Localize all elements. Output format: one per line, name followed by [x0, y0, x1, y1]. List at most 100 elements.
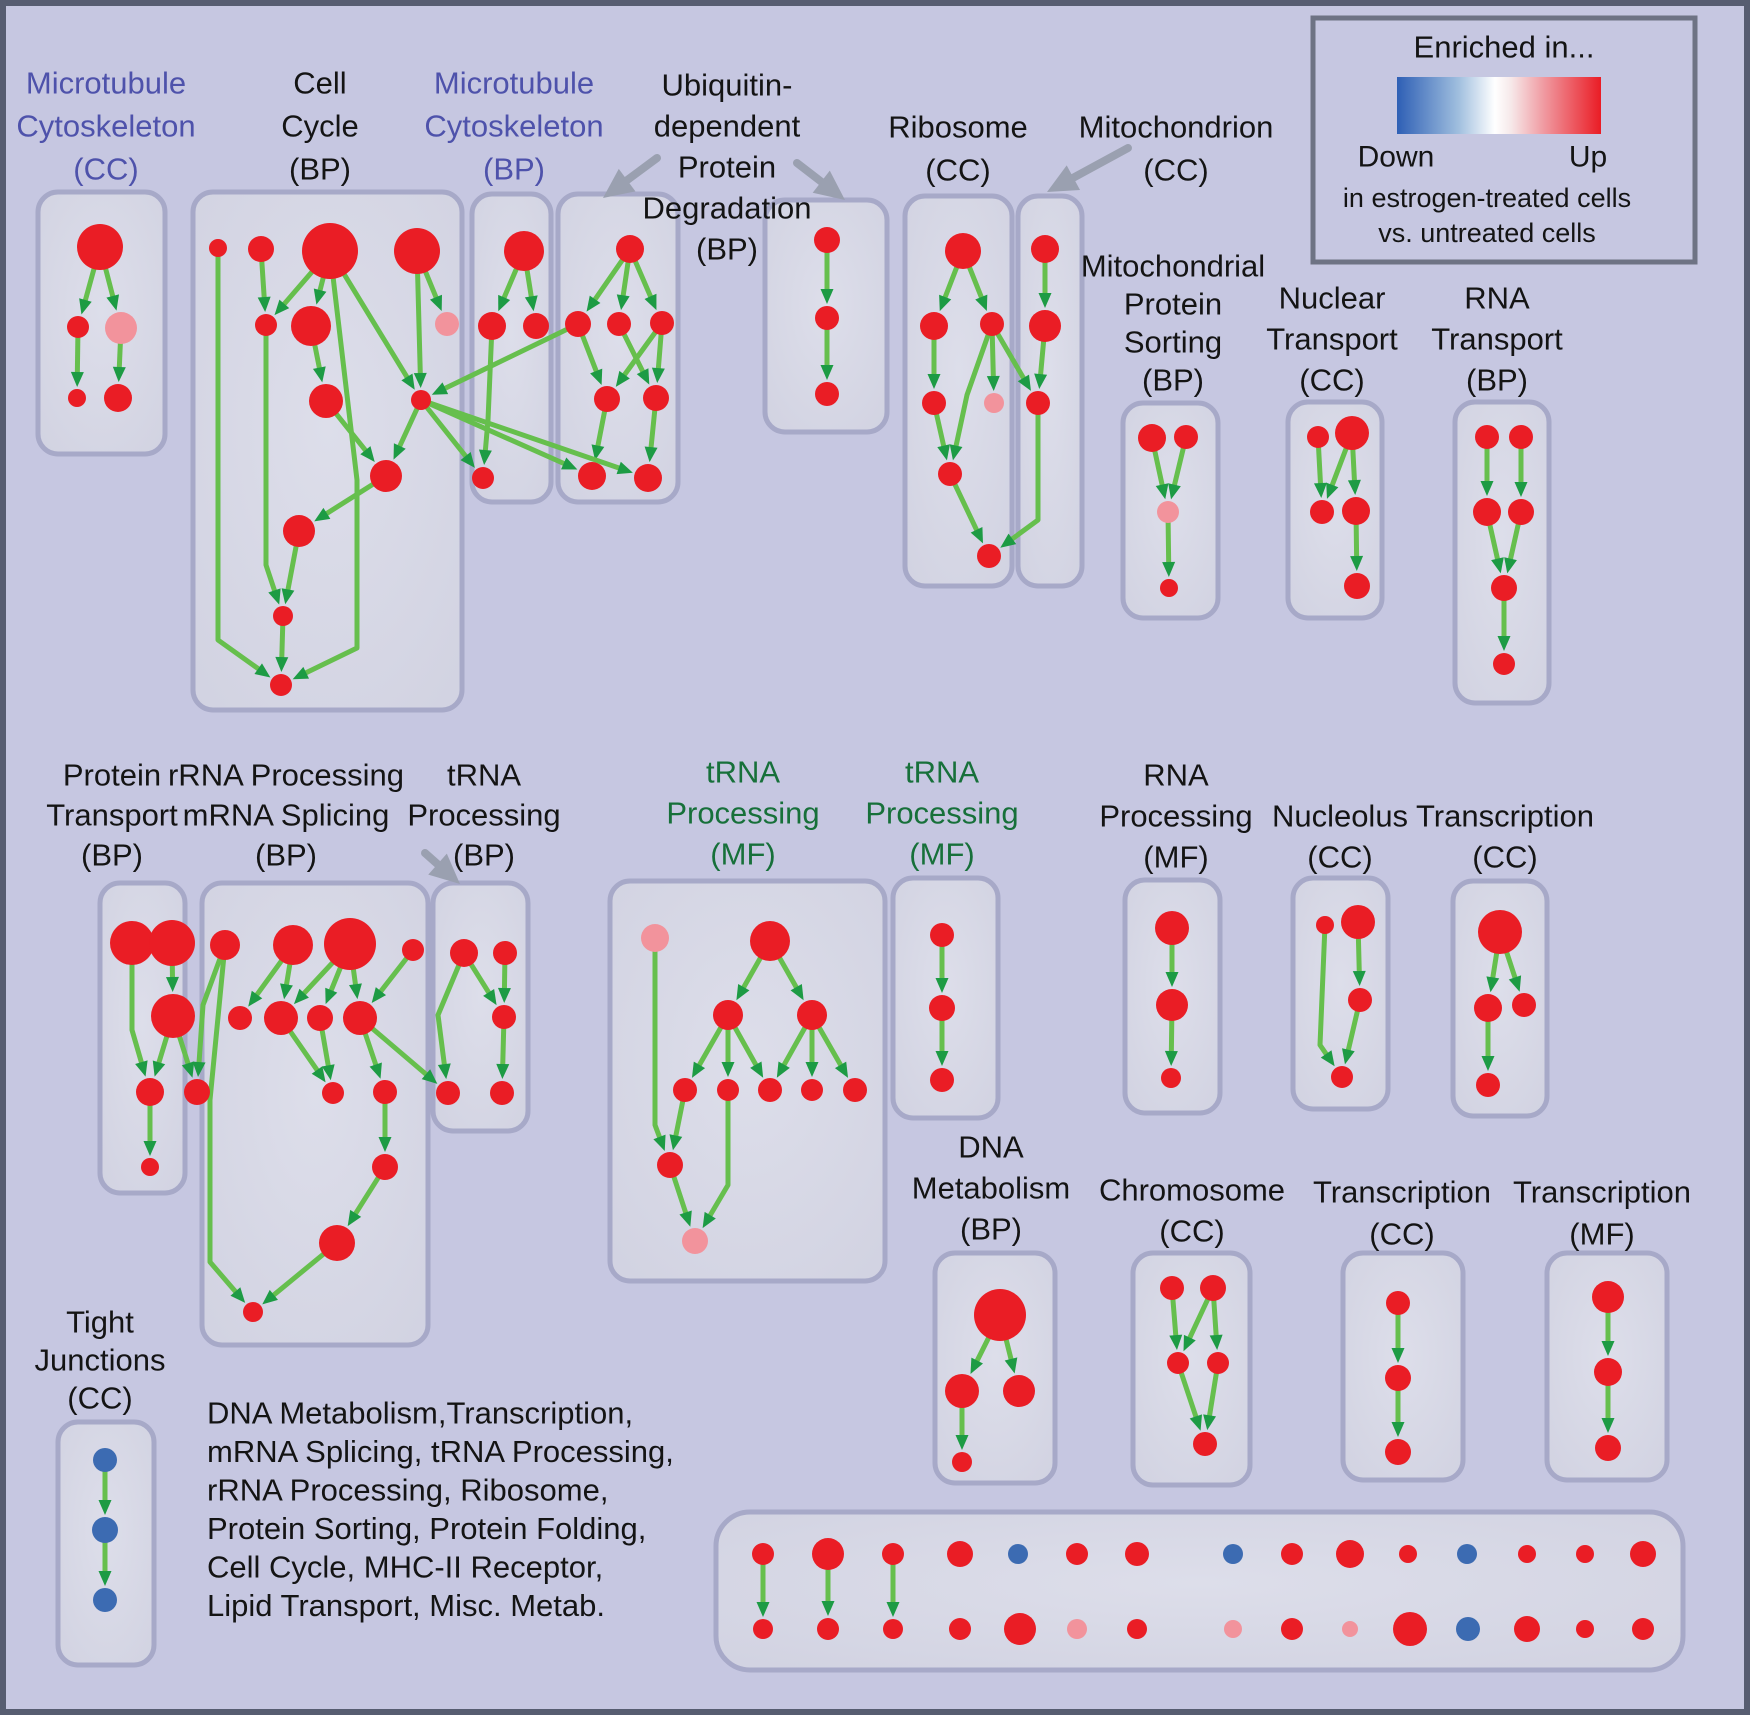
- microtubule-cytoskeleton-cc-edge-2-head: [70, 371, 84, 388]
- ribosome-cc-node-0: [945, 233, 981, 269]
- cell-cycle-bp-node-4: [255, 314, 277, 336]
- nucleolus-cc-node-2: [1348, 988, 1372, 1012]
- protein-transport-bp-node-0: [110, 921, 154, 965]
- ubiquitin-dependent-protein-degradation-bp-node-4: [594, 386, 620, 412]
- dna-metabolism-bp-edge-1-head: [1004, 1357, 1018, 1374]
- misc-enriched-terms-node-28: [1576, 1620, 1594, 1638]
- misc-enriched-terms-node-13: [1576, 1545, 1594, 1563]
- nuclear-transport-cc-node-4: [1344, 573, 1370, 599]
- microtubule-cytoskeleton-cc-label: Microtubule: [26, 66, 186, 101]
- cell-cycle-bp-edge-11-head: [314, 507, 331, 522]
- misc-enriched-terms-node-23: [1281, 1618, 1303, 1640]
- trna-processing-bp-node-4: [490, 1081, 514, 1105]
- trna-processing-mf-large-node-9: [657, 1152, 683, 1178]
- misc-enriched-terms-node-5: [1066, 1543, 1088, 1565]
- ribosome-cc-label: Ribosome: [888, 110, 1028, 145]
- nucleolus-cc-label: Nucleolus: [1272, 799, 1408, 834]
- misc-terms-line: Protein Sorting, Protein Folding,: [207, 1511, 646, 1546]
- misc-terms-line: DNA Metabolism,Transcription,: [207, 1396, 633, 1431]
- cell-cycle-bp-edge-6-head: [429, 294, 442, 312]
- chromosome-cc-node-3: [1207, 1352, 1229, 1374]
- protein-transport-bp-label: Protein: [63, 758, 161, 793]
- trna-processing-mf-large-edge-2-head: [691, 1061, 706, 1078]
- chromosome-cc-edge-3-head: [1189, 1414, 1202, 1431]
- mitochondrial-protein-sorting-bp-label: Mitochondrial: [1081, 249, 1265, 284]
- mitochondrial-protein-sorting-bp-node-1: [1174, 425, 1198, 449]
- label-pointer-arrow-1-line: [793, 159, 828, 188]
- nucleolus-cc-node-3: [1331, 1066, 1353, 1088]
- trna-processing-bp-node-0: [450, 939, 478, 967]
- label-pointer-arrow-3-line: [421, 849, 444, 871]
- transcription-cc-bottom-edge-0-head: [1391, 1348, 1405, 1363]
- trna-processing-mf-large-edge-1-head: [790, 983, 804, 1001]
- trna-processing-mf-large-box: [607, 878, 888, 1284]
- label-pointer-arrow-2-line: [1066, 144, 1132, 184]
- chromosome-cc-edge-4-head: [1203, 1414, 1217, 1431]
- ubiquitin-degradation-bp-box2-node-1: [815, 306, 839, 330]
- tight-junctions-cc-edge-0-head: [98, 1500, 112, 1515]
- ribosome-cc-edge-2-head: [927, 374, 941, 389]
- cell-cycle-bp-node-8: [411, 390, 431, 410]
- label-pointer-arrow-2-head: [1047, 165, 1081, 192]
- chromosome-cc-node-4: [1193, 1432, 1217, 1456]
- legend-gradient-bar: [1397, 77, 1601, 134]
- rrna-processing-mrna-splicing-bp-node-10: [372, 1154, 398, 1180]
- rrna-processing-mrna-splicing-bp-label: rRNA Processing: [168, 758, 404, 793]
- ubiquitin-dependent-protein-degradation-bp-edge-8-head: [644, 446, 658, 463]
- rna-transport-bp-node-0: [1475, 425, 1499, 449]
- ribosome-cc-edge-0-head: [939, 294, 952, 312]
- rrna-processing-mrna-splicing-bp-node-7: [343, 1001, 377, 1035]
- annotation-arrows: [421, 144, 1132, 884]
- misc-enriched-terms-node-29: [1632, 1618, 1654, 1640]
- transcription-cc-middle-node-2: [1512, 993, 1536, 1017]
- rrna-processing-mrna-splicing-bp-edge-5-head: [371, 987, 387, 1004]
- nuclear-transport-cc-node-0: [1307, 426, 1329, 448]
- rrna-processing-mrna-splicing-bp-edge-1-head: [280, 983, 293, 1000]
- transcription-cc-bottom-edge-1-head: [1391, 1422, 1405, 1437]
- protein-transport-bp-edge-0-line: [129, 940, 145, 1068]
- ubiquitin-dependent-protein-degradation-bp-label: Ubiquitin-: [662, 68, 793, 103]
- ubiquitin-dependent-protein-degradation-bp-node-7: [634, 464, 662, 492]
- protein-transport-bp-edge-4-head: [143, 1141, 157, 1156]
- trna-processing-mf-small-node-1: [929, 995, 955, 1021]
- nuclear-transport-cc-label: (CC): [1299, 363, 1364, 398]
- trna-processing-mf-large-node-6: [758, 1078, 782, 1102]
- ubiquitin-dependent-protein-degradation-bp-edge-1-head: [616, 294, 630, 311]
- trna-processing-bp-edge-2-head: [437, 1063, 451, 1080]
- transcription-cc-middle-edge-0-head: [1486, 976, 1500, 993]
- protein-transport-bp-node-4: [184, 1079, 210, 1105]
- trna-processing-mf-small-node-2: [930, 1068, 954, 1092]
- dna-metabolism-bp-box: [932, 1250, 1058, 1486]
- misc-terms-line: Lipid Transport, Misc. Metab.: [207, 1588, 605, 1623]
- tight-junctions-cc-node-1: [92, 1517, 118, 1543]
- misc-enriched-terms-node-22: [1224, 1620, 1242, 1638]
- cell-cycle-bp-edge-4-head: [401, 373, 415, 390]
- trna-processing-mf-large-node-2: [713, 1000, 743, 1030]
- rrna-processing-mrna-splicing-bp-label: (BP): [255, 838, 317, 873]
- rrna-processing-mrna-splicing-bp-edge-6-head: [311, 1066, 326, 1083]
- microtubule-cytoskeleton-bp-label: Cytoskeleton: [424, 109, 603, 144]
- trna-processing-mf-large-edge-8-head: [653, 1134, 666, 1151]
- nucleolus-cc-edge-0-head: [1352, 970, 1366, 987]
- trna-processing-mf-large-node-0: [641, 924, 669, 952]
- rrna-processing-mrna-splicing-bp-node-8: [322, 1082, 344, 1104]
- mitochondrial-protein-sorting-bp-node-2: [1157, 501, 1179, 523]
- trna-processing-mf-large-label: Processing: [666, 796, 819, 831]
- ubiquitin-dependent-protein-degradation-bp-edge-6-head: [651, 367, 665, 384]
- cell-cycle-bp-label: (BP): [289, 152, 351, 187]
- protein-transport-bp-node-2: [151, 994, 195, 1038]
- dna-metabolism-bp-edge-2-head: [955, 1435, 969, 1450]
- rrna-processing-mrna-splicing-bp-edge-10-head: [347, 1209, 362, 1227]
- trna-processing-bp-node-3: [436, 1081, 460, 1105]
- misc-terms-line: Cell Cycle, MHC-II Receptor,: [207, 1550, 603, 1585]
- chromosome-cc-edge-1-head: [1183, 1334, 1196, 1352]
- ribosome-cc-edge-5-head: [949, 444, 963, 461]
- chromosome-cc-node-2: [1167, 1352, 1189, 1374]
- ribosome-cc-node-2: [980, 312, 1004, 336]
- cross-box-edge-4-head: [1017, 374, 1031, 391]
- trna-processing-mf-small-node-0: [930, 923, 954, 947]
- mitochondrial-protein-sorting-bp-edge-0-head: [1155, 483, 1169, 500]
- ribosome-cc-node-6: [977, 544, 1001, 568]
- label-pointer-arrow-0-line: [620, 154, 661, 186]
